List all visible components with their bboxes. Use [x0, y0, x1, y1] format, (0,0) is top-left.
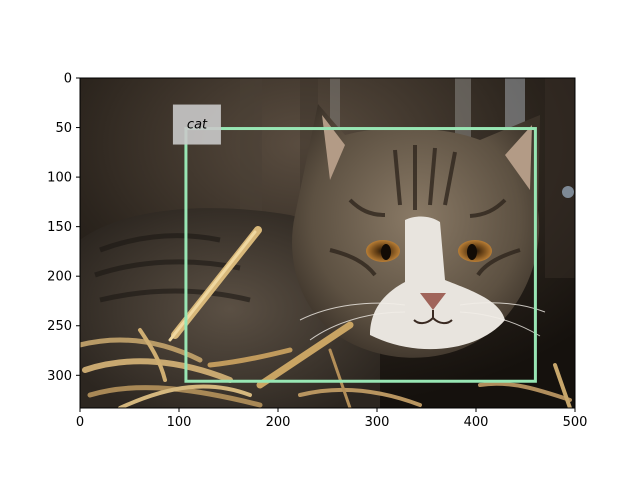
background-planks	[240, 78, 575, 278]
y-tick-label: 250	[47, 319, 72, 334]
x-tick-label: 200	[266, 415, 291, 430]
cat-photo	[80, 78, 575, 408]
x-tick-label: 100	[167, 415, 192, 430]
y-tick-label: 300	[47, 369, 72, 384]
x-tick-label: 0	[76, 415, 84, 430]
y-tick-label: 150	[47, 220, 72, 235]
x-tick-label: 400	[464, 415, 489, 430]
label-background	[172, 104, 221, 145]
detection-label: cat	[187, 118, 208, 133]
y-tick-label: 200	[47, 270, 72, 285]
x-tick-label: 500	[563, 415, 588, 430]
y-tick-label: 0	[64, 72, 72, 87]
x-axis: 0 100 200 300 400 500	[76, 408, 588, 430]
y-tick-label: 50	[55, 121, 72, 136]
detections-layer: cat	[172, 104, 537, 383]
y-tick-label: 100	[47, 171, 72, 186]
y-axis: 0 50 100 150 200 250 300	[47, 72, 80, 384]
straw	[80, 226, 572, 408]
x-tick-label: 300	[365, 415, 390, 430]
bounding-box	[184, 127, 537, 383]
cat-head	[292, 104, 546, 358]
axes-frame	[79, 77, 576, 409]
